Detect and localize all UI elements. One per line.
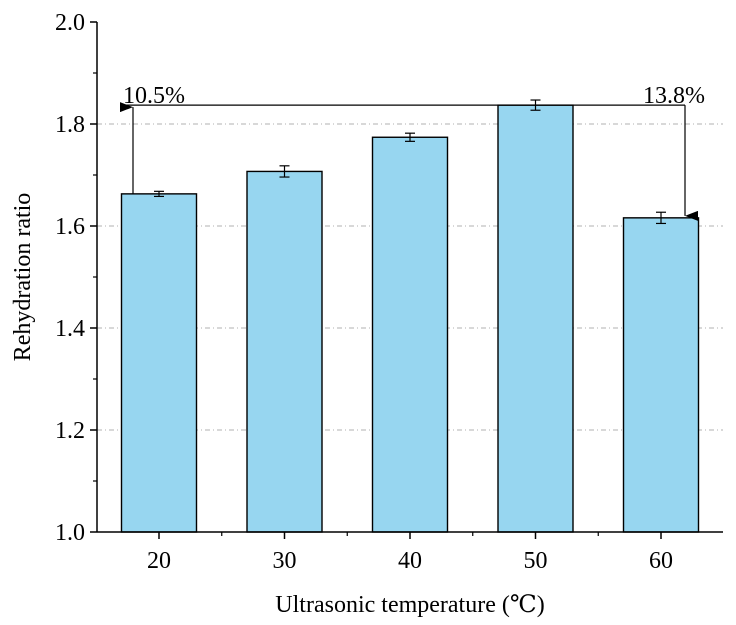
bar-20 <box>120 193 198 533</box>
y-axis-title: Rehydration ratio <box>10 193 36 362</box>
bars <box>120 99 700 533</box>
y-tick-label-2.0: 2.0 <box>55 10 85 36</box>
bar-60 <box>622 217 700 533</box>
x-tick-label-40: 40 <box>398 548 422 574</box>
y-tick-label-1.0: 1.0 <box>55 520 85 546</box>
axes: 1.0 1.2 1.4 1.6 1.8 2.0 20 30 40 50 60 <box>55 10 723 574</box>
y-tick-label-1.4: 1.4 <box>55 316 85 342</box>
error-bar-40 <box>405 132 415 142</box>
error-bar-60 <box>656 211 666 225</box>
error-bar-30 <box>279 165 290 178</box>
annotation-label-20: 10.5% <box>123 83 185 109</box>
x-tick-label-30: 30 <box>273 548 297 574</box>
bar-50 <box>497 104 574 533</box>
x-tick-label-20: 20 <box>147 548 171 574</box>
x-axis-title: Ultrasonic temperature (℃) <box>275 592 544 618</box>
y-tick-label-1.8: 1.8 <box>55 112 85 138</box>
y-tick-label-1.6: 1.6 <box>55 214 85 240</box>
x-tick-label-60: 60 <box>649 548 673 574</box>
annotations: 10.5% 13.8% <box>120 83 705 221</box>
x-tick-label-50: 50 <box>524 548 548 574</box>
annotation-label-60: 13.8% <box>643 83 705 109</box>
y-tick-label-1.2: 1.2 <box>55 418 85 444</box>
bar-30 <box>246 170 323 533</box>
error-bar-20 <box>154 190 164 198</box>
bar-40 <box>371 136 449 533</box>
